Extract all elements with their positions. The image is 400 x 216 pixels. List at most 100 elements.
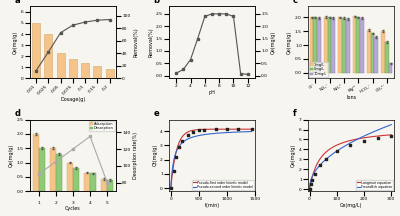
Pseudo-first order kinetic model: [195, 129, 200, 131]
X-axis label: Ions: Ions: [346, 95, 356, 100]
Line: Pseudo-first order kinetic model: Pseudo-first order kinetic model: [171, 129, 252, 188]
Bar: [67, 162, 73, 191]
Bar: [56, 154, 62, 191]
Bar: [32, 23, 40, 78]
Bar: [106, 69, 114, 78]
Point: [179, 139, 185, 143]
Point: [176, 145, 182, 149]
Text: f: f: [293, 109, 296, 118]
Bar: [374, 37, 378, 73]
Bar: [385, 42, 389, 73]
Freundlich equation: [334, 150, 338, 153]
Bar: [38, 148, 44, 191]
Text: e: e: [154, 109, 159, 118]
Pseudo-second order kinetic model: [227, 131, 232, 134]
Bar: [381, 31, 385, 73]
Text: a: a: [14, 0, 20, 5]
Langmuir equation: [334, 144, 338, 147]
Point: [196, 129, 202, 132]
Bar: [389, 64, 392, 73]
Bar: [324, 17, 328, 73]
Point: [173, 155, 180, 159]
Bar: [310, 17, 314, 73]
Pseudo-first order kinetic model: [249, 128, 254, 130]
Bar: [32, 134, 38, 191]
Y-axis label: Qe(mg/g): Qe(mg/g): [271, 31, 276, 54]
Freundlich equation: [366, 133, 371, 135]
Pseudo-first order kinetic model: [227, 128, 232, 130]
Bar: [314, 17, 317, 73]
Pseudo-first order kinetic model: [168, 187, 173, 190]
Point: [248, 127, 255, 131]
Point: [388, 135, 394, 138]
Pseudo-second order kinetic model: [249, 130, 254, 133]
Point: [170, 169, 177, 173]
Y-axis label: Qe(mg/g): Qe(mg/g): [13, 31, 18, 54]
Bar: [346, 19, 350, 73]
Freundlich equation: [366, 132, 371, 135]
Bar: [84, 173, 90, 191]
Y-axis label: Qt(mg/g): Qt(mg/g): [152, 144, 157, 167]
Pseudo-second order kinetic model: [178, 143, 183, 146]
Pseudo-second order kinetic model: [195, 135, 200, 137]
Point: [168, 186, 174, 189]
Bar: [328, 17, 332, 73]
Freundlich equation: [307, 188, 312, 191]
Point: [212, 128, 219, 131]
Bar: [342, 18, 346, 73]
Point: [190, 130, 196, 133]
Legend: Adsorption, Desorption: Adsorption, Desorption: [89, 121, 115, 131]
Bar: [353, 16, 356, 73]
Text: d: d: [14, 109, 20, 118]
Pseudo-first order kinetic model: [219, 128, 224, 130]
Point: [235, 127, 241, 131]
Bar: [57, 53, 65, 78]
Bar: [69, 59, 77, 78]
Text: c: c: [293, 0, 298, 5]
Bar: [73, 168, 79, 191]
Point: [306, 187, 313, 190]
Freundlich equation: [358, 136, 363, 139]
Bar: [332, 18, 335, 73]
Langmuir equation: [366, 136, 371, 138]
Pseudo-first order kinetic model: [227, 128, 232, 130]
X-axis label: pH: pH: [208, 90, 216, 95]
Bar: [94, 67, 102, 78]
Point: [184, 133, 191, 136]
Line: Langmuir equation: Langmuir equation: [310, 135, 391, 189]
Point: [309, 178, 316, 182]
Y-axis label: Qe(mg/g): Qe(mg/g): [291, 144, 296, 167]
Bar: [317, 18, 321, 73]
Bar: [44, 34, 52, 78]
Pseudo-second order kinetic model: [219, 132, 224, 134]
Bar: [356, 17, 360, 73]
Freundlich equation: [317, 165, 322, 167]
Bar: [367, 30, 371, 73]
Langmuir equation: [366, 136, 371, 138]
X-axis label: Cycles: Cycles: [65, 206, 81, 211]
Legend: Langmuir equation, Freundlich equation: Langmuir equation, Freundlich equation: [356, 180, 393, 190]
Point: [201, 128, 208, 131]
Pseudo-second order kinetic model: [227, 131, 232, 134]
Line: Pseudo-second order kinetic model: Pseudo-second order kinetic model: [171, 132, 252, 188]
Bar: [50, 148, 56, 191]
Pseudo-second order kinetic model: [168, 187, 173, 190]
Y-axis label: Qe(mg/g): Qe(mg/g): [9, 144, 14, 167]
Point: [317, 164, 324, 167]
Freundlich equation: [340, 146, 344, 149]
Legend: 1mg/L, 5mg/L, 10mg/L: 1mg/L, 5mg/L, 10mg/L: [309, 62, 328, 77]
Point: [361, 140, 367, 143]
X-axis label: Ce(mg/L): Ce(mg/L): [340, 203, 362, 208]
Bar: [90, 173, 96, 191]
Legend: Pseudo-first order kinetic model, Pseudo-second order kinetic model: Pseudo-first order kinetic model, Pseudo…: [192, 180, 254, 190]
Text: b: b: [154, 0, 160, 5]
Point: [374, 137, 381, 140]
Bar: [338, 17, 342, 73]
Y-axis label: Desorption rate(%): Desorption rate(%): [133, 132, 138, 179]
Langmuir equation: [358, 137, 363, 140]
Pseudo-second order kinetic model: [200, 133, 205, 136]
Point: [312, 173, 318, 176]
X-axis label: t(min): t(min): [204, 203, 220, 208]
Y-axis label: Removal(%): Removal(%): [133, 27, 138, 57]
Bar: [101, 179, 107, 191]
